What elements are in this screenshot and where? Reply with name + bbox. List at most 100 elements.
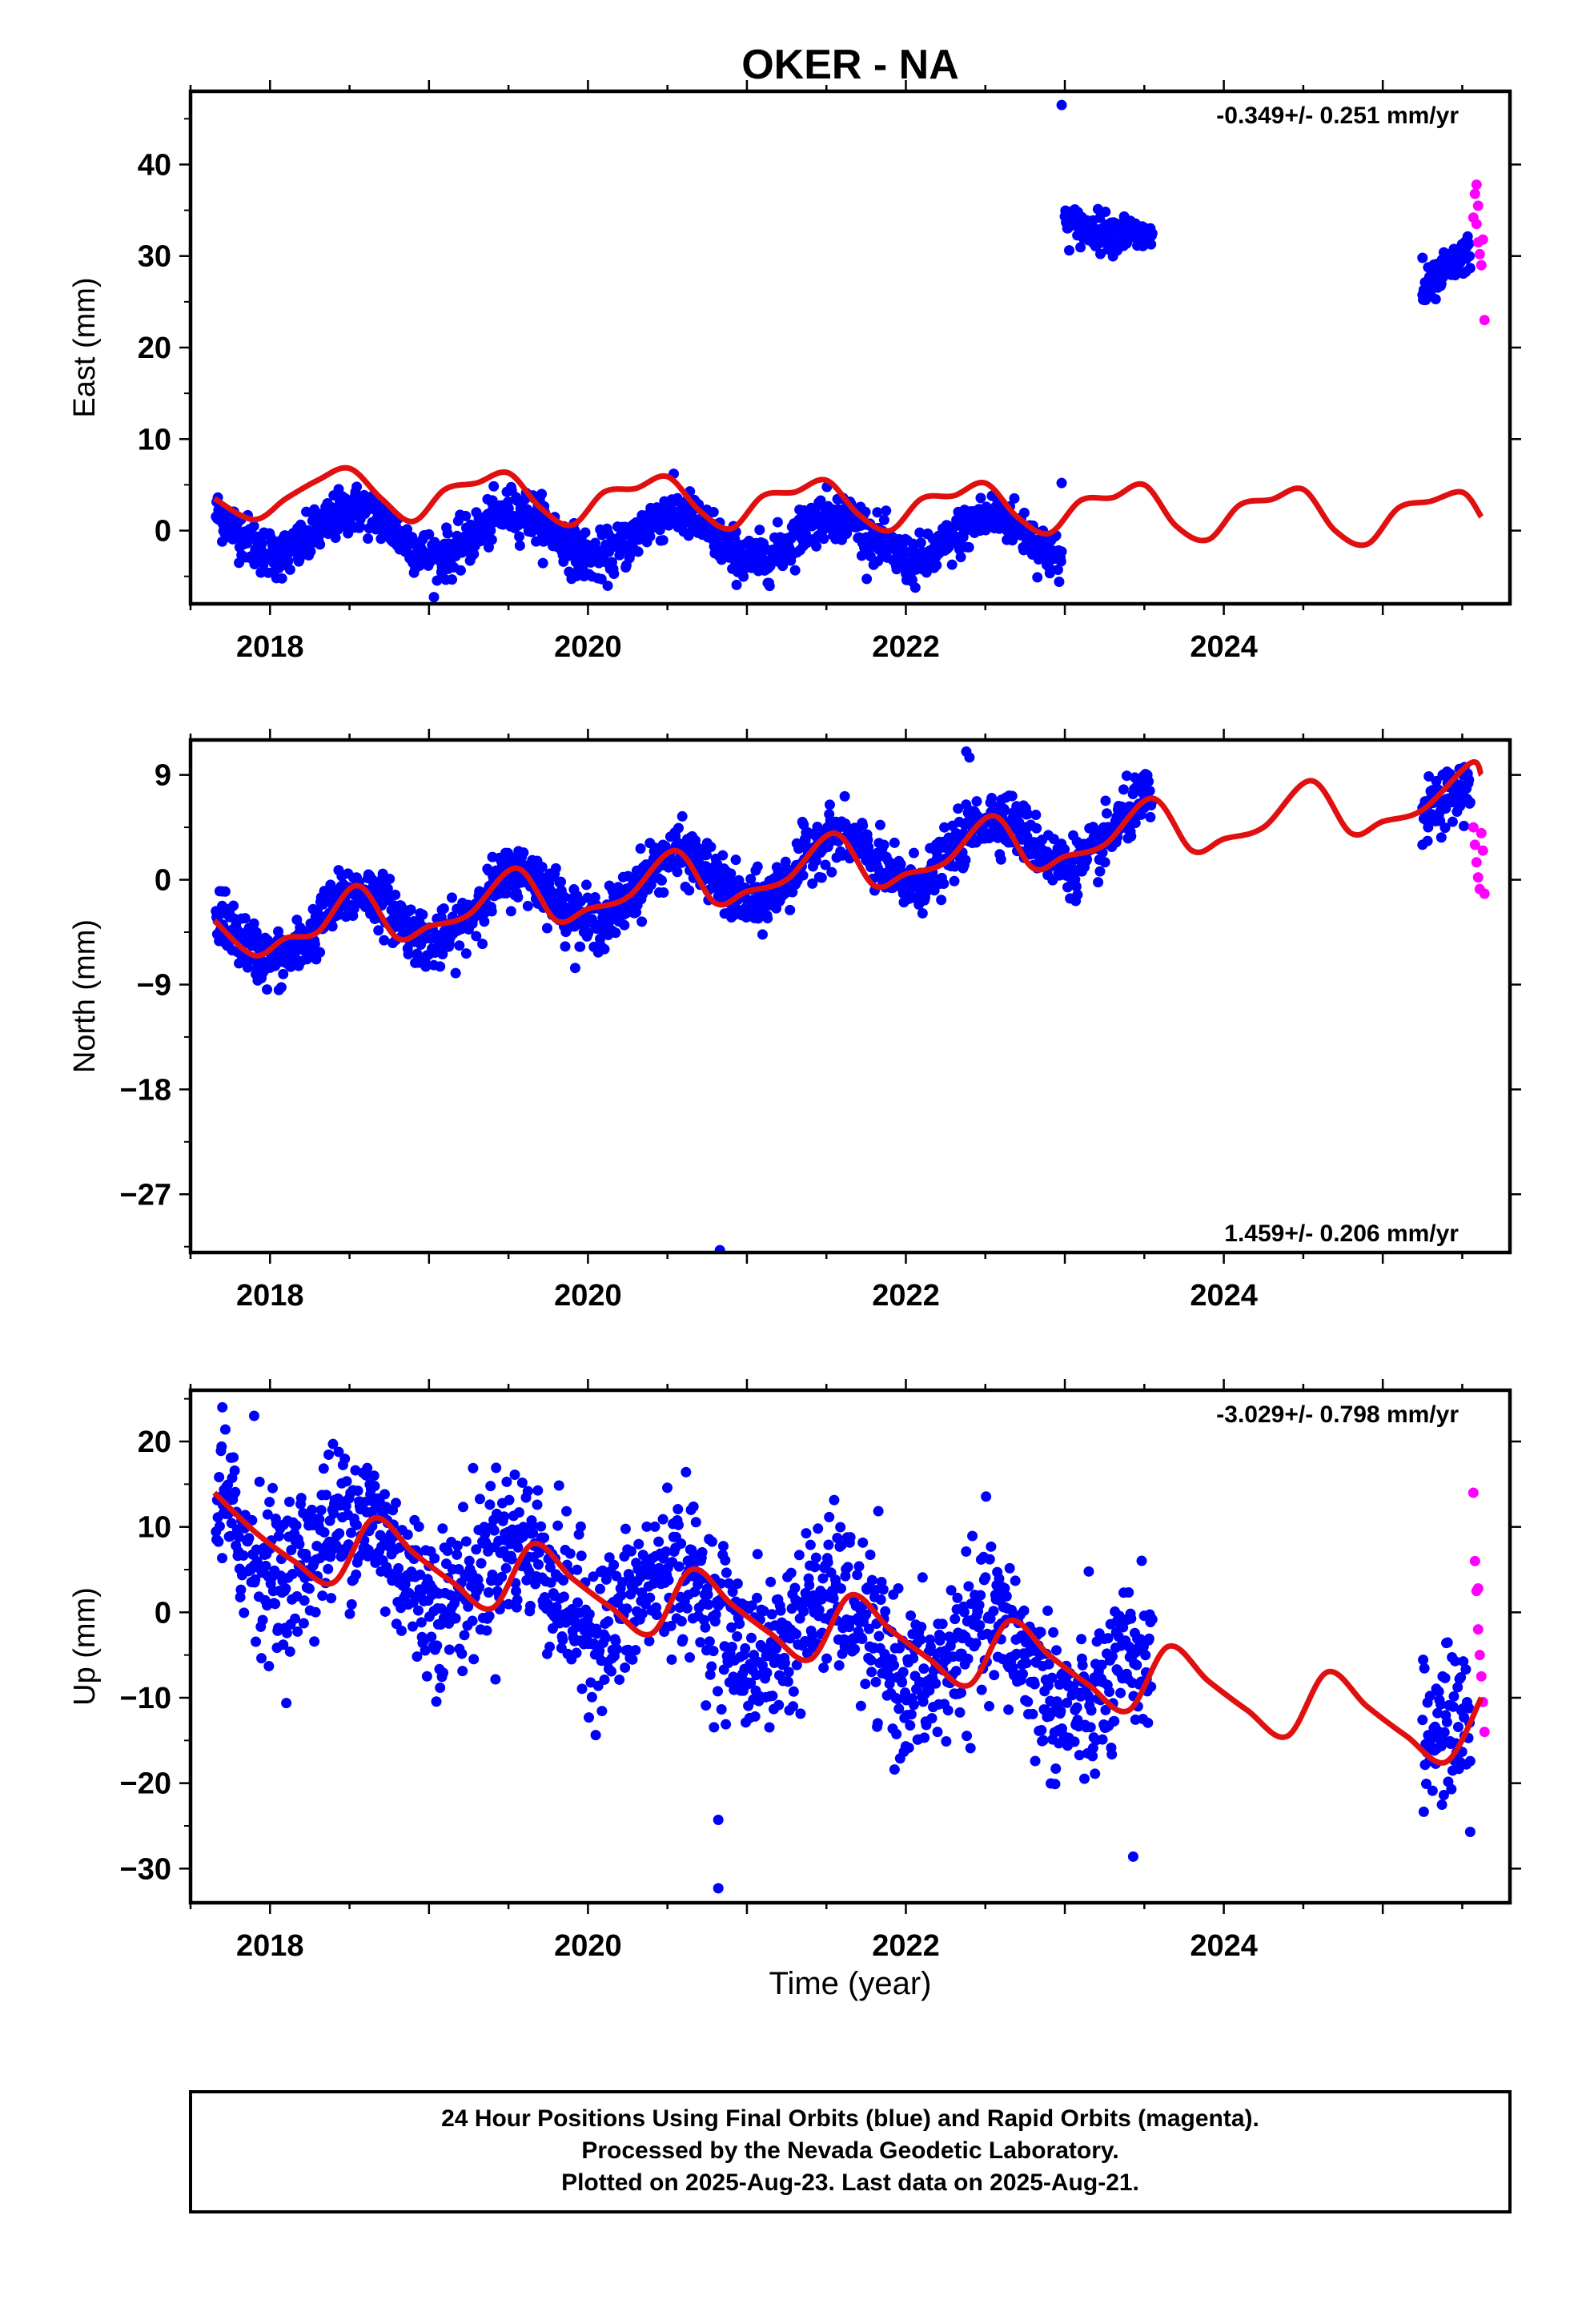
final-orbit-point	[676, 1538, 687, 1550]
final-orbit-point	[745, 1632, 757, 1643]
final-orbit-point	[852, 1570, 863, 1581]
final-orbit-point	[960, 854, 971, 866]
final-orbit-point	[1126, 830, 1137, 842]
final-orbit-point	[704, 1636, 715, 1647]
final-orbit-point	[870, 1676, 881, 1687]
final-orbit-point	[467, 1615, 478, 1626]
final-orbit-point	[681, 1466, 692, 1478]
final-orbit-point	[524, 1600, 536, 1611]
final-orbit-point	[432, 575, 443, 586]
final-orbit-point	[672, 866, 683, 878]
final-orbit-point	[431, 1696, 442, 1707]
x-tick-label: 2020	[554, 1929, 622, 1963]
final-orbit-point	[644, 1592, 656, 1603]
final-orbit-point	[893, 1582, 904, 1594]
final-orbit-point	[264, 1497, 275, 1508]
final-orbit-point	[984, 1554, 995, 1565]
final-orbit-point	[1003, 1704, 1014, 1715]
rapid-orbit-point	[1472, 1582, 1484, 1594]
final-orbit-point	[813, 1523, 824, 1534]
final-orbit-point	[490, 1674, 501, 1685]
final-orbit-point	[1460, 1664, 1472, 1675]
final-orbit-point	[446, 892, 457, 903]
final-orbit-point	[228, 1452, 239, 1463]
final-orbit-point	[584, 1609, 595, 1620]
final-orbit-point	[509, 1470, 520, 1481]
final-orbit-point	[905, 1610, 917, 1621]
rapid-orbit-point	[1479, 888, 1490, 899]
final-orbit-point	[791, 1659, 802, 1671]
final-orbit-point	[303, 1583, 315, 1594]
final-orbit-point	[826, 866, 837, 878]
final-orbit-point	[225, 1530, 236, 1542]
final-orbit-point	[1442, 1637, 1453, 1648]
final-orbit-point	[500, 888, 512, 899]
final-orbit-point	[949, 875, 960, 887]
final-orbit-point	[809, 1562, 821, 1573]
final-orbit-point	[877, 1584, 889, 1595]
final-orbit-point	[701, 850, 713, 861]
final-orbit-point	[275, 982, 287, 993]
final-orbit-point	[1096, 1659, 1107, 1671]
final-orbit-point	[471, 931, 482, 942]
final-orbit-point	[606, 1666, 617, 1677]
final-orbit-point	[1035, 1626, 1046, 1638]
final-orbit-point	[521, 1574, 532, 1586]
plot-frame	[188, 738, 1512, 1255]
final-orbit-point	[732, 1630, 743, 1642]
final-orbit-point	[608, 1559, 620, 1570]
final-orbit-point	[845, 1532, 856, 1543]
final-orbit-point	[597, 1565, 608, 1576]
final-orbit-point	[835, 1522, 846, 1533]
final-orbit-point	[437, 1523, 448, 1534]
final-orbit-point	[719, 1641, 730, 1652]
final-orbit-point	[393, 1562, 404, 1574]
final-orbit-point	[805, 1539, 816, 1550]
final-orbit-point	[637, 1550, 648, 1561]
final-orbit-point	[976, 1684, 987, 1695]
final-orbit-point	[785, 1567, 797, 1578]
final-orbit-point	[1059, 844, 1070, 855]
y-tick-label: 0	[155, 515, 171, 549]
final-orbit-point	[1075, 242, 1086, 253]
final-orbit-point	[1030, 810, 1042, 821]
final-orbit-point	[503, 503, 514, 514]
final-orbit-point	[1420, 1778, 1431, 1789]
final-orbit-point	[278, 968, 289, 979]
final-orbit-point	[281, 1698, 292, 1709]
final-orbit-point	[278, 1639, 289, 1651]
final-orbit-point	[703, 1599, 714, 1610]
final-orbit-point	[950, 1614, 961, 1625]
final-orbit-point	[531, 536, 542, 547]
final-orbit-point	[528, 1527, 539, 1538]
rapid-orbit-point	[1471, 857, 1482, 868]
final-orbit-point	[299, 1595, 310, 1606]
final-orbit-point	[474, 1582, 485, 1593]
final-orbit-point	[1146, 1614, 1158, 1625]
final-orbit-outlier	[1417, 252, 1428, 263]
final-orbit-point	[402, 1529, 413, 1540]
final-orbit-point	[657, 1514, 669, 1525]
final-orbit-point	[700, 1622, 711, 1633]
final-orbit-point	[363, 1544, 374, 1555]
final-orbit-point	[872, 1718, 883, 1729]
final-orbit-point	[620, 1523, 631, 1534]
y-tick-label: 20	[138, 1425, 171, 1459]
final-orbit-point	[1102, 1633, 1114, 1644]
final-orbit-point	[994, 1573, 1005, 1584]
footer-line-1: 24 Hour Positions Using Final Orbits (bl…	[441, 2105, 1259, 2132]
final-orbit-point	[860, 1679, 871, 1690]
final-orbit-point	[842, 1562, 853, 1573]
final-orbit-point	[1078, 1773, 1090, 1784]
final-orbit-point	[878, 514, 889, 525]
final-orbit-point	[558, 1574, 569, 1586]
final-orbit-point	[315, 1505, 327, 1516]
final-orbit-point	[1077, 1659, 1088, 1671]
velocity-label: 1.459+/- 0.206 mm/yr	[1224, 1220, 1459, 1247]
final-orbit-point	[695, 1637, 706, 1648]
final-orbit-point	[986, 1541, 997, 1552]
final-orbit-point	[620, 1662, 631, 1673]
final-orbit-point	[717, 850, 729, 861]
final-orbit-point	[287, 1569, 298, 1580]
final-orbit-point	[557, 1634, 568, 1646]
